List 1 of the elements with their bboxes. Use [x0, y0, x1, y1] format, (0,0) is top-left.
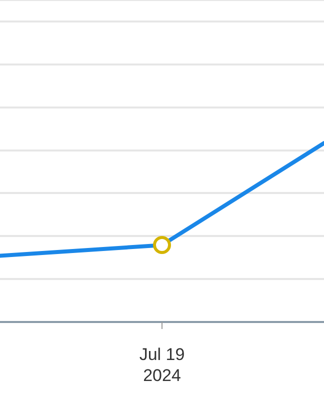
text: Jul 19 2024	[139, 345, 185, 386]
